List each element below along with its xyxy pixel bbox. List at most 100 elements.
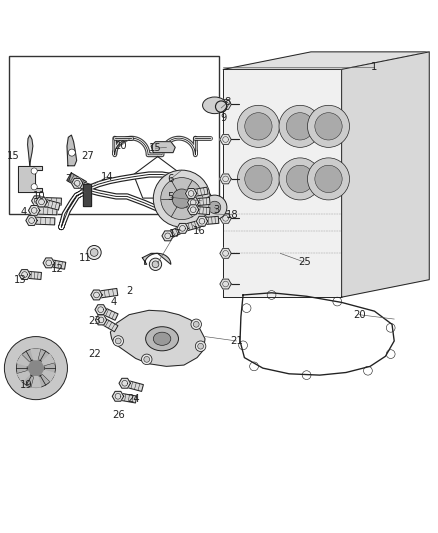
Polygon shape xyxy=(187,197,199,207)
Circle shape xyxy=(4,336,67,400)
Circle shape xyxy=(31,184,37,190)
Ellipse shape xyxy=(153,332,171,345)
Circle shape xyxy=(286,165,314,192)
Polygon shape xyxy=(32,196,43,206)
Text: 8: 8 xyxy=(225,97,231,107)
Text: 23: 23 xyxy=(88,316,100,326)
Polygon shape xyxy=(95,305,106,314)
Text: 13: 13 xyxy=(14,274,26,285)
Polygon shape xyxy=(223,69,342,297)
Circle shape xyxy=(237,106,279,147)
Polygon shape xyxy=(67,173,86,189)
Text: 4: 4 xyxy=(21,207,27,217)
Text: 19: 19 xyxy=(20,379,33,390)
Polygon shape xyxy=(187,205,199,215)
Circle shape xyxy=(208,201,221,214)
Text: 14: 14 xyxy=(101,172,113,182)
Text: 20: 20 xyxy=(353,310,365,320)
Text: 4: 4 xyxy=(111,296,117,306)
Circle shape xyxy=(279,158,321,200)
Circle shape xyxy=(307,106,350,147)
Polygon shape xyxy=(342,52,429,297)
Text: 9: 9 xyxy=(220,112,226,123)
Circle shape xyxy=(279,106,321,147)
Polygon shape xyxy=(112,391,124,401)
Polygon shape xyxy=(83,184,91,206)
Polygon shape xyxy=(185,189,197,198)
Polygon shape xyxy=(196,216,208,226)
Polygon shape xyxy=(19,270,30,279)
Circle shape xyxy=(191,319,201,329)
Circle shape xyxy=(144,357,150,362)
Polygon shape xyxy=(26,215,37,225)
Circle shape xyxy=(68,149,75,156)
Polygon shape xyxy=(191,187,208,197)
Ellipse shape xyxy=(145,327,179,351)
Polygon shape xyxy=(151,142,175,152)
Polygon shape xyxy=(142,253,171,264)
Circle shape xyxy=(315,112,342,140)
Polygon shape xyxy=(166,225,184,239)
Text: 2: 2 xyxy=(126,286,132,296)
Polygon shape xyxy=(220,174,231,184)
Text: 15: 15 xyxy=(7,151,20,160)
Polygon shape xyxy=(193,197,210,206)
Text: 27: 27 xyxy=(81,151,94,161)
Circle shape xyxy=(113,336,124,346)
Polygon shape xyxy=(31,377,41,387)
Polygon shape xyxy=(220,134,231,144)
Polygon shape xyxy=(110,310,205,366)
Polygon shape xyxy=(220,213,231,223)
Circle shape xyxy=(172,189,191,208)
Polygon shape xyxy=(17,354,30,366)
Circle shape xyxy=(152,261,159,268)
Circle shape xyxy=(27,359,45,377)
Text: 5: 5 xyxy=(168,192,174,203)
Circle shape xyxy=(193,321,199,327)
Polygon shape xyxy=(117,393,137,403)
Polygon shape xyxy=(220,279,231,289)
Polygon shape xyxy=(96,288,118,298)
Circle shape xyxy=(195,341,206,351)
Text: 16: 16 xyxy=(193,225,206,236)
Polygon shape xyxy=(71,179,83,188)
Circle shape xyxy=(315,165,342,192)
Polygon shape xyxy=(91,290,102,300)
Polygon shape xyxy=(28,206,40,215)
Polygon shape xyxy=(36,197,47,207)
Polygon shape xyxy=(18,166,42,192)
Text: 26: 26 xyxy=(112,410,125,421)
Polygon shape xyxy=(17,370,30,382)
Circle shape xyxy=(153,170,210,227)
Circle shape xyxy=(245,112,272,140)
Polygon shape xyxy=(24,271,42,279)
Text: 6: 6 xyxy=(168,174,174,184)
Polygon shape xyxy=(37,197,61,205)
Circle shape xyxy=(161,177,203,220)
Polygon shape xyxy=(119,378,131,388)
Polygon shape xyxy=(162,231,173,241)
Text: 18: 18 xyxy=(226,210,238,220)
Polygon shape xyxy=(223,52,429,69)
Polygon shape xyxy=(220,100,231,109)
Polygon shape xyxy=(201,216,219,225)
Polygon shape xyxy=(67,135,77,166)
Polygon shape xyxy=(28,135,33,166)
Text: 11: 11 xyxy=(79,253,92,263)
Polygon shape xyxy=(193,206,210,215)
Circle shape xyxy=(149,258,162,270)
Polygon shape xyxy=(182,221,199,232)
Polygon shape xyxy=(43,258,54,268)
Circle shape xyxy=(115,338,121,344)
Polygon shape xyxy=(41,198,60,210)
Text: 1: 1 xyxy=(371,62,378,72)
Circle shape xyxy=(198,343,204,349)
Polygon shape xyxy=(32,217,55,225)
Text: 22: 22 xyxy=(88,349,101,359)
Circle shape xyxy=(16,349,56,387)
Circle shape xyxy=(237,158,279,200)
Polygon shape xyxy=(42,354,55,366)
Circle shape xyxy=(286,112,314,140)
Text: 21: 21 xyxy=(230,336,243,346)
Text: 7: 7 xyxy=(65,174,71,184)
